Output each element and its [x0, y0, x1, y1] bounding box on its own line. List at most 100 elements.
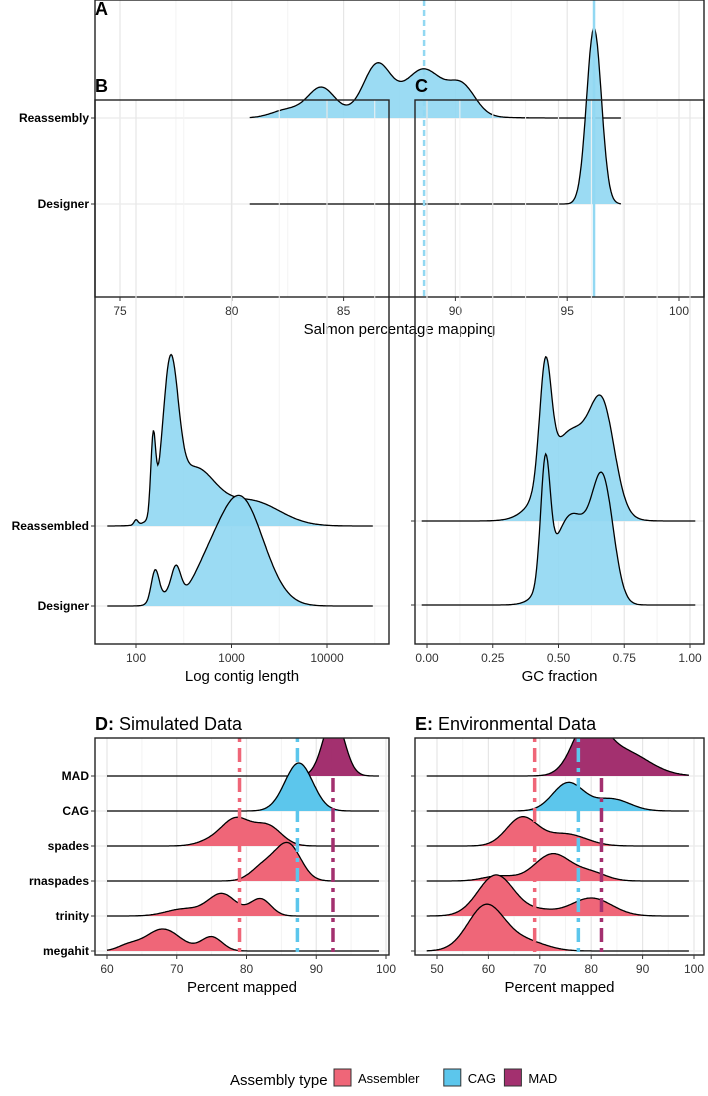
ridge-fill-designer	[107, 495, 373, 606]
panel-label: A	[95, 0, 108, 19]
legend-title: Assembly type	[230, 1072, 328, 1089]
ridge-line-spades	[426, 816, 689, 847]
ridge-fill-rnaspades	[426, 853, 689, 881]
legend-swatch	[443, 1068, 462, 1087]
x-tick-label: 90	[636, 962, 650, 976]
ridge-fill-designer	[421, 454, 696, 605]
y-tick-label: CAG	[62, 804, 89, 818]
ridges	[426, 738, 689, 955]
x-tick-label: 1000	[218, 651, 245, 665]
ridge-fill-mad	[107, 738, 379, 776]
ridges	[421, 355, 696, 606]
x-tick-label: 95	[561, 304, 575, 318]
x-axis-title: Percent mapped	[187, 979, 297, 996]
gridlines	[95, 0, 704, 297]
ridge-fill-cag	[426, 782, 689, 811]
x-tick-label: 90	[310, 962, 324, 976]
x-tick-label: 1.00	[678, 651, 702, 665]
ridge-fill-cag	[107, 763, 379, 811]
y-tick-label: MAD	[62, 769, 90, 783]
legend-item-assembler: Assembler	[333, 1068, 420, 1087]
ridge-line-mad	[426, 738, 689, 777]
x-tick-label: 90	[449, 304, 463, 318]
ridge-fill-spades	[107, 817, 379, 846]
ridge-fill-megahit	[426, 904, 689, 951]
ridge-fill-reassembled	[421, 356, 696, 521]
panel-title-text: Environmental Data	[433, 714, 597, 734]
ridge-line-trinity	[107, 892, 379, 917]
x-tick-label: 10000	[310, 651, 344, 665]
panel-border	[414, 99, 705, 645]
panel-B: B 100 1000 10000 Log contig length Reassemble…	[12, 76, 390, 685]
panel-title-text: Simulated Data	[114, 714, 243, 734]
ridge-fill-designer	[249, 28, 621, 205]
panel-A: A7580859095100Salmon percentage mappingR…	[19, 0, 705, 338]
ridge-line-rnaspades	[426, 852, 689, 882]
legend-swatch	[333, 1068, 352, 1087]
x-tick-label: 0.00	[415, 651, 439, 665]
legend-label: MAD	[528, 1071, 557, 1086]
ridge-line-reassembled	[421, 355, 696, 522]
x-tick-label: 100	[376, 962, 396, 976]
ridge-line-trinity	[426, 874, 689, 917]
y-tick-label: Reassembly	[19, 111, 89, 125]
ridges	[249, 0, 621, 297]
ridge-fill-megahit	[107, 929, 379, 951]
ridge-line-mad	[107, 738, 379, 777]
legend-label: CAG	[468, 1071, 496, 1086]
panel-border	[94, 99, 390, 645]
ridges	[107, 353, 373, 607]
x-tick-label: 75	[113, 304, 127, 318]
x-axis-title: GC fraction	[522, 668, 598, 685]
panel-title-A: A	[95, 0, 108, 19]
ridge-line-rnaspades	[107, 841, 379, 882]
ridge-line-designer	[421, 452, 696, 606]
x-tick-label: 50	[430, 962, 444, 976]
legend-item-cag: CAG	[443, 1068, 496, 1087]
x-tick-label: 0.75	[613, 651, 637, 665]
ridge-line-cag	[426, 781, 689, 812]
ridge-fill-reassembled	[107, 354, 373, 526]
x-tick-label: 70	[170, 962, 184, 976]
x-tick-label: 100	[126, 651, 146, 665]
panel-label: D:	[95, 714, 114, 734]
x-tick-label: 0.50	[547, 651, 571, 665]
y-tick-label: trinity	[56, 909, 90, 923]
panel-label: B	[95, 76, 108, 96]
legend-item-mad: MAD	[503, 1068, 557, 1087]
legend-label: Assembler	[358, 1071, 420, 1086]
ridge-fill-spades	[426, 816, 689, 846]
x-tick-label: 70	[533, 962, 547, 976]
x-axis-title: Salmon percentage mapping	[304, 321, 496, 338]
y-tick-label: Designer	[38, 599, 90, 613]
panel-C: C 0.00 0.25 0.50 0.75 1.00 GC fraction	[411, 76, 705, 685]
panel-label: C	[415, 76, 428, 96]
x-axis-title: Log contig length	[185, 668, 299, 685]
y-tick-label: Reassembled	[12, 519, 89, 533]
ridge-fill-rnaspades	[107, 842, 379, 881]
panel-title-B: B	[95, 76, 108, 96]
ridge-fill-reassembly	[249, 62, 621, 118]
panel-label: E:	[415, 714, 433, 734]
ridge-line-designer	[107, 494, 373, 607]
legend: Assembly type Assembler CAG MAD	[230, 1068, 557, 1089]
gridlines	[415, 100, 704, 644]
panel-title-C: C	[415, 76, 428, 96]
legend-swatch	[503, 1068, 522, 1087]
ridges	[106, 738, 379, 955]
y-tick-label: Designer	[38, 197, 90, 211]
y-tick-label: megahit	[43, 944, 89, 958]
x-tick-label: 80	[585, 962, 599, 976]
x-axis-title: Percent mapped	[504, 979, 614, 996]
panel-E: E: Environmental Data 50 60 70 80 90 100 Percen…	[411, 714, 705, 996]
x-tick-label: 60	[100, 962, 114, 976]
panel-D: D: Simulated Data 60 70 80 90 100 Percent mapp…	[29, 714, 396, 996]
x-tick-label: 80	[240, 962, 254, 976]
x-tick-label: 85	[337, 304, 351, 318]
ridge-line-megahit	[426, 903, 689, 952]
panel-title-D: D: Simulated Data	[95, 714, 243, 734]
y-tick-label: spades	[48, 839, 90, 853]
x-tick-label: 60	[482, 962, 496, 976]
x-tick-label: 100	[684, 962, 704, 976]
